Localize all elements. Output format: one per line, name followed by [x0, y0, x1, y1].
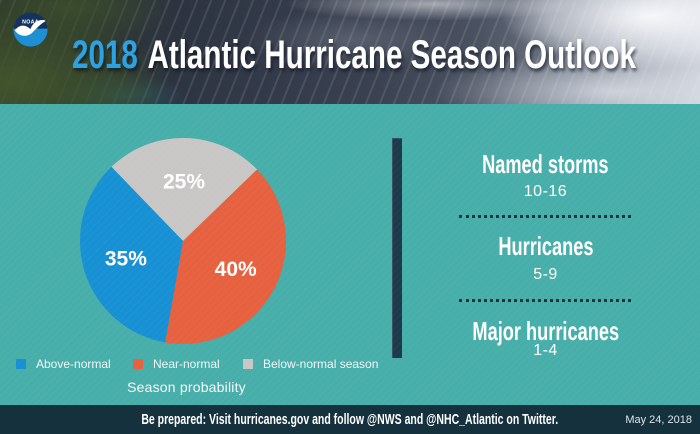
stat-label-text: Named storms [482, 149, 609, 179]
stat-range-hurricanes: 5-9 [533, 266, 558, 283]
outlook-panel: Named storms 10-16 Hurricanes 5-9 Major … [402, 104, 689, 405]
chart-legend: Above-normal Near-normal Below-normal se… [0, 357, 392, 373]
pie-slice-value-label: 25% [163, 170, 205, 193]
stat-label-text: Hurricanes [497, 231, 594, 261]
pie-slice-value-label: 35% [105, 248, 147, 271]
chart-caption: Season probability [127, 379, 246, 395]
noaa-logo: NOAA [13, 12, 48, 47]
pie-slice-below-normal-season [111, 138, 258, 241]
dotted-divider [459, 215, 631, 218]
main-content: 25% 40% 35% Above-normal Near-normal Below… [0, 104, 700, 405]
title-text: Atlantic Hurricane Season Outlook [147, 33, 636, 77]
header-banner: NOAA 2018 Atlantic Hurricane Season Outlo… [0, 0, 700, 104]
legend-label-near-normal: Near-normal [153, 357, 220, 371]
seagull-icon [14, 20, 47, 36]
stat-range-named-storms: 10-16 [523, 183, 568, 200]
legend-item-near-normal: Near-normal [133, 357, 220, 371]
legend-swatch-near-normal [133, 359, 143, 369]
title-year: 2018 [72, 33, 138, 77]
stat-range-major-hurricanes: 1-4 [533, 342, 558, 359]
footer-date: May 24, 2018 [625, 413, 692, 426]
page-title: 2018 Atlantic Hurricane Season Outlook [72, 33, 636, 77]
stat-label-text: Major hurricanes [472, 316, 619, 346]
pie-chart: 25% 40% 35% [79, 138, 287, 345]
pie-slice-above-normal [79, 166, 183, 343]
vertical-divider [392, 138, 402, 358]
noaa-logo-text: NOAA [22, 19, 39, 25]
pie-slice-value-label: 40% [215, 258, 257, 281]
dotted-divider [459, 299, 631, 302]
legend-label-below-normal: Below-normal season [263, 357, 379, 371]
stat-label-major-hurricanes: Major hurricanes [402, 317, 689, 345]
pie-slice-near-normal [165, 169, 287, 345]
legend-item-below-normal: Below-normal season [243, 357, 378, 371]
stat-label-hurricanes: Hurricanes [402, 232, 689, 260]
stat-label-named-storms: Named storms [402, 150, 689, 178]
footer-message: Be prepared: Visit hurricanes.gov and fo… [0, 411, 700, 429]
chart-area: 25% 40% 35% Above-normal Near-normal Below… [0, 104, 392, 405]
footer-bar: Be prepared: Visit hurricanes.gov and fo… [0, 405, 700, 434]
legend-item-above-normal: Above-normal [16, 357, 111, 371]
legend-swatch-below-normal [243, 359, 253, 369]
footer-message-text: Be prepared: Visit hurricanes.gov and fo… [141, 410, 559, 428]
legend-label-above-normal: Above-normal [36, 357, 111, 371]
legend-swatch-above-normal [16, 359, 26, 369]
